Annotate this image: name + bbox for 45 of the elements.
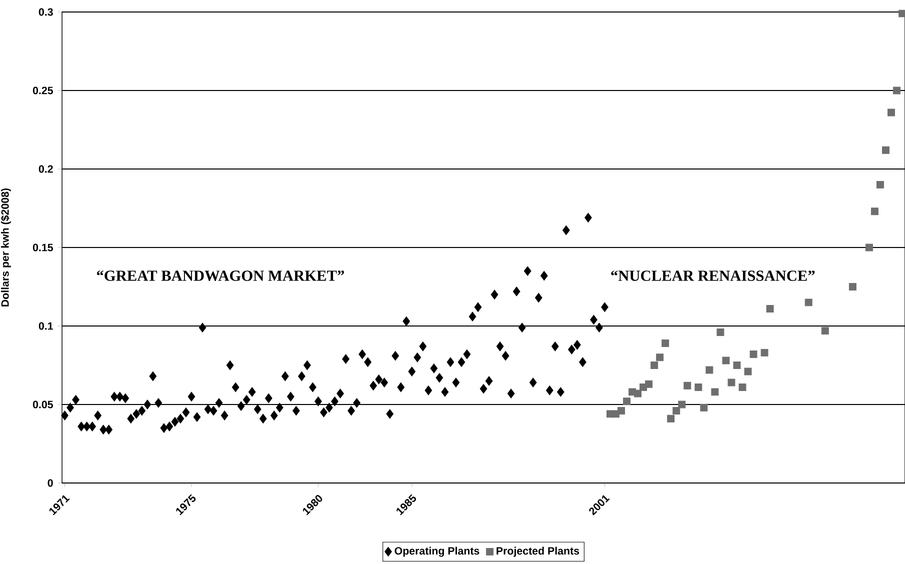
point — [738, 383, 746, 391]
y-tick-label: 0.3 — [38, 8, 53, 16]
point — [678, 400, 686, 408]
point — [650, 362, 658, 369]
point — [656, 354, 664, 362]
y-axis-title: Dollars per kwh ($2008) — [0, 188, 11, 306]
point — [804, 298, 812, 306]
point — [888, 108, 895, 116]
point — [848, 283, 856, 290]
point — [716, 328, 724, 336]
point — [728, 378, 736, 386]
point — [744, 368, 752, 376]
point — [760, 348, 768, 356]
point — [694, 383, 702, 391]
point — [618, 407, 625, 415]
point — [634, 390, 642, 398]
point — [876, 180, 884, 188]
point — [645, 380, 653, 388]
point — [672, 407, 680, 415]
point — [870, 208, 878, 216]
point — [623, 398, 630, 406]
annotation: “GREAT BANDWAGON MARKET” — [96, 270, 344, 281]
y-tick-label: 0 — [48, 479, 53, 487]
point — [667, 414, 675, 422]
point — [700, 404, 708, 412]
point — [821, 326, 829, 334]
point — [865, 244, 873, 252]
point — [662, 340, 670, 348]
point — [684, 382, 692, 390]
y-tick-label: 0.15 — [32, 244, 53, 252]
point — [711, 388, 719, 396]
y-tick-label: 0.1 — [38, 322, 53, 330]
y-tick-label: 0.25 — [32, 86, 53, 94]
point — [893, 86, 900, 94]
annotation: “NUCLEAR RENAISSANCE” — [611, 270, 815, 281]
point — [750, 350, 758, 358]
legend-label: Operating Plants — [394, 546, 480, 557]
point — [882, 146, 890, 154]
y-tick-label: 0.05 — [32, 400, 53, 408]
point — [766, 304, 774, 312]
legend-label: Projected Plants — [496, 546, 580, 557]
point — [733, 362, 741, 369]
point — [722, 356, 730, 364]
y-tick-label: 0.2 — [38, 165, 53, 173]
point — [706, 366, 714, 374]
